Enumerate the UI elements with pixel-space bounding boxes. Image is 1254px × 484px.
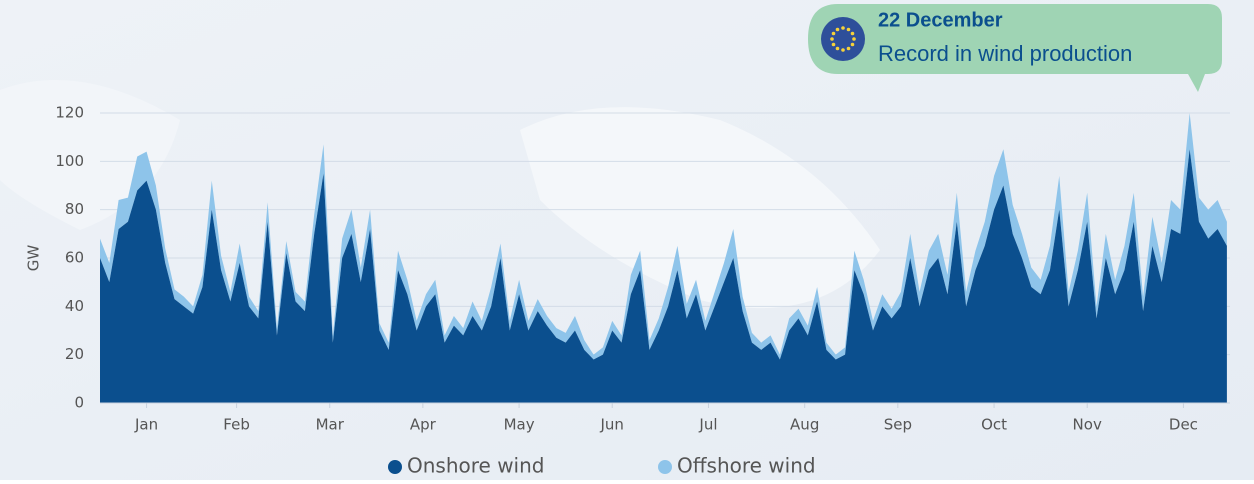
x-tick-label: Apr: [410, 416, 437, 434]
y-tick-label: 40: [65, 297, 84, 315]
x-tick-label: Aug: [790, 416, 819, 434]
annotation-text: Record in wind production: [878, 41, 1132, 66]
x-tick-label: Dec: [1169, 416, 1198, 434]
y-tick-label: 120: [55, 104, 84, 122]
legend-label: Offshore wind: [677, 454, 816, 478]
y-tick-label: 20: [65, 345, 84, 363]
annotation-title: 22 December: [878, 9, 1003, 31]
x-tick-label: May: [504, 416, 535, 434]
x-tick-label: Oct: [981, 416, 1007, 434]
area: [100, 149, 1227, 403]
eu-flag-icon: [821, 17, 865, 61]
x-tick-label: Jul: [698, 416, 717, 434]
legend-swatch: [388, 460, 402, 474]
area: [100, 113, 1227, 360]
y-axis-label: GW: [25, 245, 43, 272]
y-tick-label: 60: [65, 249, 84, 267]
legend-swatch: [658, 460, 672, 474]
y-tick-label: 0: [74, 394, 84, 412]
legend-label: Onshore wind: [407, 454, 544, 478]
y-tick-label: 80: [65, 200, 84, 218]
x-tick-label: Jan: [134, 416, 158, 434]
x-tick-label: Nov: [1073, 416, 1102, 434]
x-tick-label: Sep: [884, 416, 912, 434]
annotation-bubble: [808, 4, 1222, 92]
x-tick-label: Mar: [316, 416, 345, 434]
x-tick-label: Feb: [223, 416, 250, 434]
y-tick-label: 100: [55, 152, 84, 170]
annotation: 22 December Record in wind production: [808, 4, 1222, 92]
x-tick-label: Jun: [600, 416, 624, 434]
eu-stars: [830, 26, 856, 52]
